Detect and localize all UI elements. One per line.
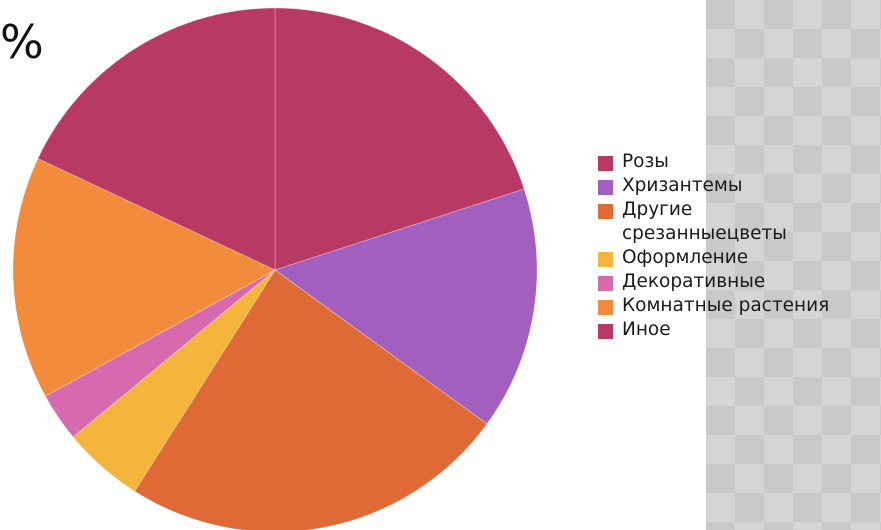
legend-label: Хризантемы [622, 175, 743, 196]
pie-slice-other-cut-flowers [134, 269, 488, 530]
pie-slice-roses [274, 7, 525, 271]
legend-item-other-cut-flowers: Другие срезанныецветы [598, 198, 881, 246]
legend-item-arrangement: Оформление [598, 246, 881, 270]
legend-swatch [598, 204, 613, 219]
legend-item-houseplants: Комнатные растения [598, 294, 881, 318]
legend-label: Декоративные [622, 271, 766, 292]
title-fragment: % [0, 15, 44, 69]
legend-label: Иное [622, 319, 671, 340]
legend-swatch [598, 324, 613, 339]
legend-swatch [598, 252, 613, 267]
legend-swatch [598, 276, 613, 291]
pie-slice-houseplants [12, 157, 276, 397]
legend-swatch [598, 300, 613, 315]
pie-chart [12, 7, 538, 530]
legend-swatch [598, 180, 613, 195]
legend-label: Розы [622, 151, 669, 172]
legend-label: Другие срезанныецветы [622, 199, 787, 244]
legend-swatch [598, 156, 613, 171]
chart-legend: Розы Хризантемы Другие срезанныецветы Оф… [598, 150, 881, 342]
legend-item-decorative: Декоративные [598, 270, 881, 294]
legend-item-chrysanthemums: Хризантемы [598, 174, 881, 198]
pie-slice-chrysanthemums [274, 188, 538, 425]
pie-slice-arrangement [72, 269, 276, 492]
legend-label: Оформление [622, 247, 749, 268]
legend-item-roses: Розы [598, 150, 881, 174]
decorative-side-panel [706, 0, 881, 530]
pie-slice-decorative [44, 269, 276, 438]
pie-slice-other [37, 7, 276, 271]
legend-item-other: Иное [598, 318, 881, 342]
legend-label: Комнатные растения [622, 295, 830, 316]
